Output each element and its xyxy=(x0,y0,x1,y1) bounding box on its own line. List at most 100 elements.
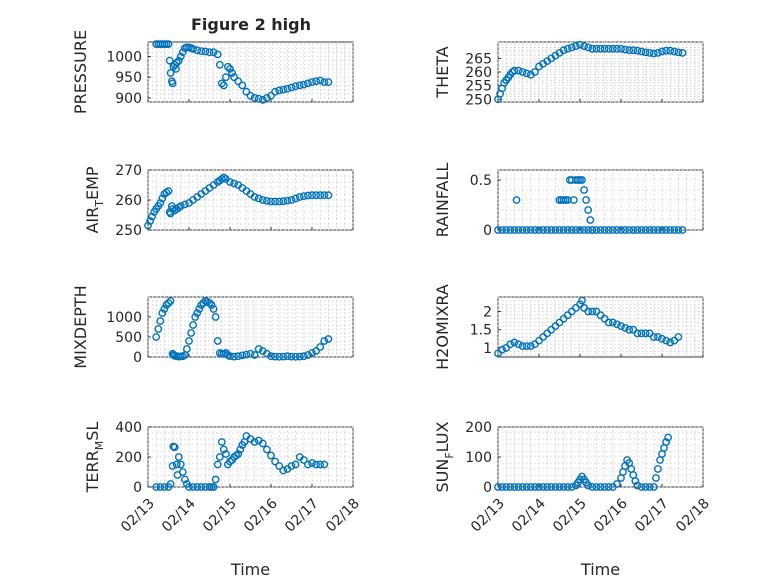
data-point xyxy=(658,47,666,56)
data-point xyxy=(217,438,226,446)
data-point xyxy=(213,50,222,59)
axes-frame xyxy=(147,296,354,358)
data-point xyxy=(295,193,304,201)
data-point xyxy=(250,438,259,446)
y-tick-label: 100 xyxy=(465,450,492,466)
data-point xyxy=(633,46,642,55)
data-point xyxy=(654,226,662,234)
data-point xyxy=(584,226,593,234)
data-point xyxy=(631,477,640,485)
data-point xyxy=(510,338,519,347)
data-point xyxy=(219,81,228,90)
y-tick-label: 1000 xyxy=(106,310,142,326)
data-point xyxy=(658,334,666,343)
data-point xyxy=(166,297,175,305)
data-point xyxy=(234,450,243,458)
data-point xyxy=(287,462,296,470)
data-point xyxy=(320,460,329,469)
data-point xyxy=(498,226,506,234)
data-point xyxy=(195,305,204,313)
data-point xyxy=(584,307,593,316)
data-point xyxy=(162,301,171,309)
data-point xyxy=(291,194,300,203)
data-point xyxy=(221,450,230,458)
data-point xyxy=(563,483,572,491)
y-axis-label: THETA xyxy=(433,46,452,98)
data-point xyxy=(320,337,329,345)
data-point xyxy=(649,49,658,58)
y-tick-label: 950 xyxy=(115,70,142,86)
data-point xyxy=(629,226,638,234)
data-point xyxy=(563,44,572,53)
data-point xyxy=(584,481,593,490)
y-axis-label: MIXDEPTH xyxy=(71,285,90,368)
y-tick-label: 260 xyxy=(115,193,142,209)
data-point xyxy=(146,217,155,225)
data-point xyxy=(308,459,316,467)
data-point xyxy=(283,84,292,93)
data-point xyxy=(275,86,284,95)
data-point xyxy=(279,85,288,94)
data-point xyxy=(275,462,284,470)
data-point xyxy=(213,337,222,345)
data-point xyxy=(547,483,556,491)
data-point xyxy=(641,329,650,338)
data-point xyxy=(279,197,288,206)
data-point xyxy=(580,186,588,194)
data-point xyxy=(165,56,174,65)
data-point xyxy=(654,49,662,57)
data-point xyxy=(209,48,218,57)
data-point xyxy=(308,349,316,357)
data-point xyxy=(633,481,642,490)
data-point xyxy=(258,439,267,448)
data-point xyxy=(578,296,586,305)
y-axis-label: H2OMIXRA xyxy=(433,284,452,370)
data-point xyxy=(559,226,568,234)
data-point xyxy=(197,47,206,55)
data-point xyxy=(543,483,552,491)
series-markers xyxy=(152,297,333,361)
series-markers xyxy=(144,173,333,230)
data-point xyxy=(674,226,683,234)
data-point xyxy=(555,226,564,234)
data-point xyxy=(172,58,181,67)
data-point xyxy=(226,178,234,186)
data-point xyxy=(178,48,187,57)
data-point xyxy=(299,456,308,464)
data-point xyxy=(148,212,157,221)
data-point xyxy=(209,305,218,313)
data-point xyxy=(189,483,198,491)
data-point xyxy=(164,40,173,48)
data-point xyxy=(522,342,531,350)
data-point xyxy=(570,196,578,204)
y-tick-label: 0 xyxy=(483,480,492,496)
data-point xyxy=(267,197,275,206)
y-axis-label: SUNFLUX xyxy=(433,421,456,492)
data-point xyxy=(275,352,284,361)
y-label-sub: M xyxy=(93,441,106,451)
data-point xyxy=(662,336,670,345)
data-point xyxy=(262,94,271,102)
y-tick-label: 250 xyxy=(465,92,492,108)
data-point xyxy=(246,91,255,100)
data-point xyxy=(242,350,251,359)
y-axis-label: AIRTEMP xyxy=(83,166,106,233)
data-point xyxy=(625,46,634,55)
data-point xyxy=(238,81,247,90)
data-point xyxy=(205,299,214,307)
data-point xyxy=(518,342,527,350)
data-point xyxy=(193,309,202,317)
data-point xyxy=(182,345,191,353)
data-point xyxy=(608,226,617,234)
y-tick-label: 270 xyxy=(115,163,142,179)
data-point xyxy=(221,73,230,82)
data-point xyxy=(551,226,560,234)
data-point xyxy=(604,318,613,327)
data-point xyxy=(271,87,279,96)
data-point xyxy=(596,483,605,491)
y-label-main: AIR xyxy=(83,207,102,234)
data-point xyxy=(287,83,296,92)
data-point xyxy=(592,44,601,53)
figure-title: Figure 2 high xyxy=(191,15,311,34)
data-point xyxy=(154,325,163,333)
